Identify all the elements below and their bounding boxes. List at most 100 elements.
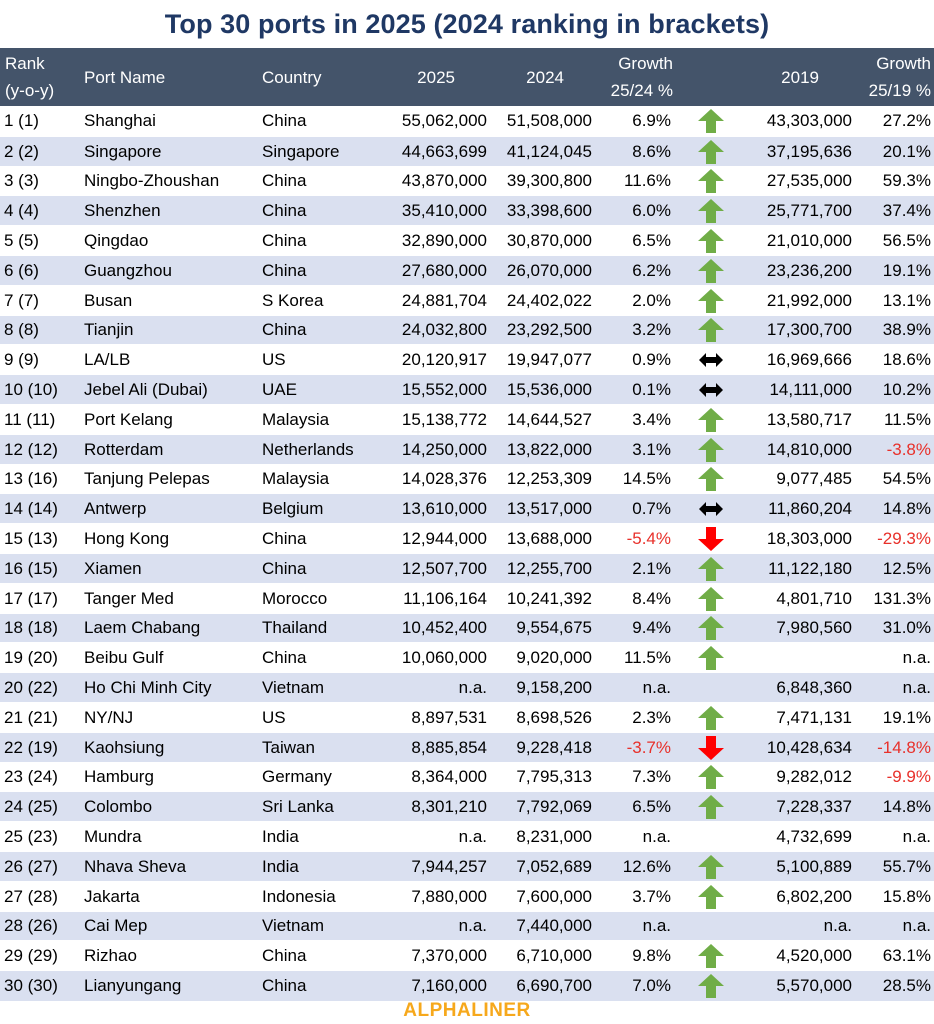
cell-growth-25-24: 3.7% xyxy=(632,886,671,906)
cell-port-name: Hamburg xyxy=(84,767,154,787)
cell-country: Malaysia xyxy=(262,409,330,429)
cell-rank: 21 (21) xyxy=(4,707,58,727)
cell-2025: 27,680,000 xyxy=(401,260,487,280)
cell-growth-25-19: 38.9% xyxy=(882,320,931,340)
cell-country: China xyxy=(262,171,307,191)
arrow-up-icon xyxy=(691,852,731,882)
cell-port-name: LA/LB xyxy=(84,350,131,370)
cell-growth-25-24: 7.3% xyxy=(632,767,671,787)
cell-2019: 43,303,000 xyxy=(766,110,852,130)
table-row: 24 (25) Colombo Sri Lanka 8,301,210 7,792,06… xyxy=(0,791,934,823)
arrow-up-icon xyxy=(691,226,731,256)
cell-growth-25-24: 6.5% xyxy=(632,231,671,251)
cell-growth-25-24: 2.0% xyxy=(632,290,671,310)
cell-growth-25-19: 63.1% xyxy=(882,946,931,966)
cell-2019: 11,860,204 xyxy=(768,499,852,519)
cell-rank: 18 (18) xyxy=(4,618,58,638)
arrow-up-icon xyxy=(691,703,731,733)
cell-country: Sri Lanka xyxy=(262,797,334,817)
arrow-up-icon xyxy=(691,465,731,495)
cell-2019: 7,228,337 xyxy=(776,797,852,817)
cell-port-name: NY/NJ xyxy=(84,707,134,727)
cell-rank: 13 (16) xyxy=(4,469,58,489)
cell-growth-25-24: n.a. xyxy=(642,678,671,698)
cell-rank: 14 (14) xyxy=(4,499,58,519)
cell-country: China xyxy=(262,529,307,549)
cell-2024: 6,710,000 xyxy=(516,946,592,966)
cell-2024: 23,292,500 xyxy=(506,320,592,340)
cell-growth-25-19: 14.8% xyxy=(882,797,931,817)
cell-rank: 3 (3) xyxy=(4,171,39,191)
cell-growth-25-24: 8.6% xyxy=(632,141,671,161)
cell-2019: 6,802,200 xyxy=(776,886,852,906)
cell-2019: 9,077,485 xyxy=(776,469,852,489)
table-row: 23 (24) Hamburg Germany 8,364,000 7,795,313 7… xyxy=(0,761,934,793)
cell-2025: 7,944,257 xyxy=(411,856,487,876)
cell-rank: 27 (28) xyxy=(4,886,58,906)
cell-country: Thailand xyxy=(262,618,328,638)
cell-growth-25-19: 55.7% xyxy=(882,856,931,876)
cell-rank: 30 (30) xyxy=(4,976,58,996)
cell-2024: 8,698,526 xyxy=(516,707,592,727)
cell-rank: 4 (4) xyxy=(4,201,39,221)
header-growth-25-19-line2: 25/19 % xyxy=(868,81,931,100)
arrow-up-icon xyxy=(691,405,731,435)
arrow-left-right-icon xyxy=(691,375,731,405)
cell-2025: 24,032,800 xyxy=(401,320,487,340)
cell-port-name: Laem Chabang xyxy=(84,618,201,638)
cell-2024: 41,124,045 xyxy=(506,141,592,161)
cell-port-name: Hong Kong xyxy=(84,529,170,549)
cell-2025: 8,885,854 xyxy=(411,737,487,757)
cell-2025: 24,881,704 xyxy=(401,290,487,310)
cell-growth-25-19: 56.5% xyxy=(882,231,931,251)
table-row: 4 (4) Shenzhen China 35,410,000 33,398,600 6.… xyxy=(0,195,934,227)
trend-empty xyxy=(691,673,731,703)
table-row: 9 (9) LA/LB US 20,120,917 19,947,077 0.9% 16,9… xyxy=(0,344,934,375)
cell-country: China xyxy=(262,110,307,130)
cell-growth-25-19: 31.0% xyxy=(882,618,931,638)
cell-2024: 9,554,675 xyxy=(516,618,592,638)
cell-country: Vietnam xyxy=(262,678,325,698)
cell-port-name: Singapore xyxy=(84,141,162,161)
cell-rank: 11 (11) xyxy=(4,409,56,429)
cell-2019: 5,100,889 xyxy=(776,856,852,876)
cell-growth-25-24: 0.7% xyxy=(632,499,671,519)
cell-2025: 7,880,000 xyxy=(411,886,487,906)
cell-rank: 8 (8) xyxy=(4,320,39,340)
cell-port-name: Port Kelang xyxy=(84,409,173,429)
cell-2024: 9,228,418 xyxy=(516,737,592,757)
cell-2024: 10,241,392 xyxy=(506,588,592,608)
cell-2025: 8,301,210 xyxy=(411,797,487,817)
cell-growth-25-24: 9.8% xyxy=(632,946,671,966)
cell-2019: 9,282,012 xyxy=(776,767,852,787)
cell-country: Malaysia xyxy=(262,469,330,489)
cell-port-name: Jakarta xyxy=(84,886,140,906)
cell-country: Germany xyxy=(262,767,332,787)
cell-growth-25-19: n.a. xyxy=(902,678,931,698)
header-growth-25-24-line1: Growth xyxy=(618,54,673,73)
cell-growth-25-19: n.a. xyxy=(902,827,931,847)
cell-growth-25-19: 18.6% xyxy=(882,350,931,370)
cell-2019: 4,801,710 xyxy=(776,588,852,608)
cell-2024: 7,440,000 xyxy=(516,916,592,936)
arrow-up-icon xyxy=(691,316,731,346)
cell-rank: 17 (17) xyxy=(4,588,58,608)
cell-rank: 10 (10) xyxy=(4,380,58,400)
cell-country: China xyxy=(262,201,307,221)
cell-2019: n.a. xyxy=(823,916,852,936)
header-growth-25-24-line2: 25/24 % xyxy=(610,81,673,100)
cell-growth-25-19: 37.4% xyxy=(882,201,931,221)
cell-growth-25-19: 11.5% xyxy=(884,409,931,429)
cell-2019: 37,195,636 xyxy=(766,141,852,161)
cell-2025: 15,552,000 xyxy=(401,380,487,400)
cell-growth-25-19: 131.3% xyxy=(873,588,931,608)
cell-growth-25-24: -3.7% xyxy=(626,737,671,757)
table-row: 1 (1) Shanghai China 55,062,000 51,508,000 6.… xyxy=(0,106,934,136)
arrow-up-icon xyxy=(691,971,731,1001)
cell-2025: 8,364,000 xyxy=(411,767,487,787)
cell-country: US xyxy=(262,707,286,727)
cell-growth-25-24: 6.0% xyxy=(632,201,671,221)
cell-2024: 7,052,689 xyxy=(516,856,592,876)
cell-port-name: Qingdao xyxy=(84,231,149,251)
header-rank: Rank (y-o-y) xyxy=(5,48,75,106)
